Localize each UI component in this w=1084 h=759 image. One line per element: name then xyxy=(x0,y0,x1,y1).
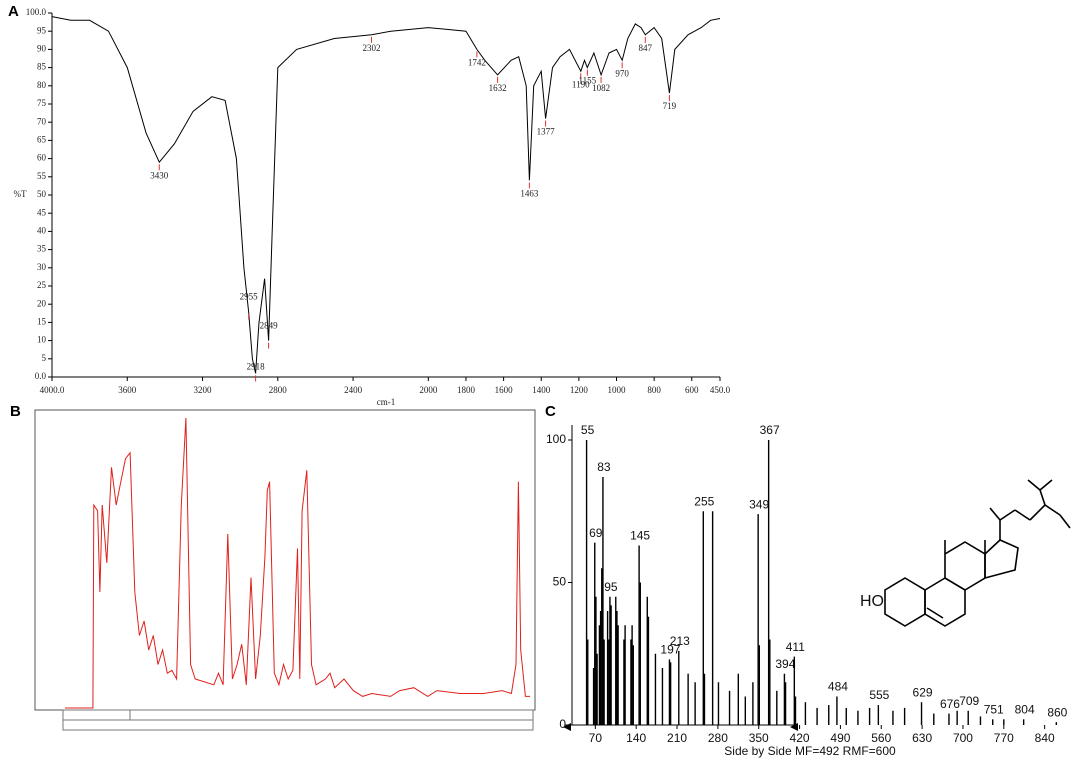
peak-label: 349 xyxy=(749,497,769,511)
peak-label: 1190 xyxy=(572,79,590,89)
x-tick-label: 420 xyxy=(790,731,810,745)
x-tick-label: 2400 xyxy=(344,385,363,395)
y-tick-label: 65 xyxy=(37,134,47,144)
peak-label: 69 xyxy=(589,526,603,540)
peak-label: 676 xyxy=(940,697,960,711)
peak-label: 2302 xyxy=(363,43,381,53)
peak-label: 555 xyxy=(869,688,889,702)
peak-label: 55 xyxy=(581,423,595,437)
peak-label: 213 xyxy=(670,634,690,648)
y-tick-label: 0 xyxy=(559,717,566,731)
x-tick-label: 770 xyxy=(994,731,1014,745)
peak-label: 719 xyxy=(663,101,677,111)
y-tick-label: 100 xyxy=(546,432,566,446)
x-tick-label: 1600 xyxy=(495,385,514,395)
peak-label: 145 xyxy=(630,529,650,543)
peak-label: 2918 xyxy=(247,361,266,371)
peak-label: 860 xyxy=(1047,705,1067,719)
y-tick-label: 25 xyxy=(37,280,47,290)
x-tick-label: 800 xyxy=(647,385,661,395)
x-tick-label: 350 xyxy=(749,731,769,745)
y-tick-label: 30 xyxy=(37,262,47,272)
x-tick-label: 3600 xyxy=(118,385,137,395)
y-tick-label: 90 xyxy=(37,43,47,53)
y-tick-label: 50 xyxy=(37,189,47,199)
peak-label: 1377 xyxy=(537,127,556,137)
peak-label: 95 xyxy=(604,580,618,594)
peak-label: 1742 xyxy=(468,57,486,67)
peak-label: 751 xyxy=(984,702,1004,716)
peak-label: 394 xyxy=(775,657,795,671)
peak-label: 2955 xyxy=(240,292,259,302)
structure xyxy=(884,479,1071,627)
panel-b-frame xyxy=(34,409,536,711)
y-tick-label: 35 xyxy=(37,244,47,254)
peak-label: 83 xyxy=(597,460,611,474)
x-tick-label: 840 xyxy=(1035,731,1055,745)
peak-label: 1463 xyxy=(520,189,539,199)
y-tick-label: 55 xyxy=(37,171,47,181)
peak-label: 804 xyxy=(1015,702,1035,716)
y-tick-label: 50 xyxy=(553,575,567,589)
x-tick-label: 630 xyxy=(912,731,932,745)
x-tick-label: 1000 xyxy=(608,385,627,395)
y-tick-label: 45 xyxy=(37,207,47,217)
y-tick-label: 100.0 xyxy=(26,7,47,17)
peak-label: 484 xyxy=(828,680,848,694)
peak-label: 2849 xyxy=(260,321,279,331)
x-tick-label: 2000 xyxy=(419,385,438,395)
x-tick-label: 600 xyxy=(685,385,699,395)
x-tick-label: 560 xyxy=(871,731,891,745)
x-tick-label: 1200 xyxy=(570,385,589,395)
peak-label: 629 xyxy=(913,685,933,699)
x-tick-label: 210 xyxy=(667,731,687,745)
peak-label: 367 xyxy=(760,423,780,437)
y-tick-label: 40 xyxy=(37,225,47,235)
x-tick-label: 2800 xyxy=(269,385,288,395)
y-tick-label: 70 xyxy=(37,116,47,126)
peak-label: 197 xyxy=(660,643,680,657)
panel-label: C xyxy=(545,403,556,420)
structure-label: HO xyxy=(860,593,884,610)
x-tick-label: 450.0 xyxy=(710,385,731,395)
x-tick-label: 1800 xyxy=(457,385,476,395)
y-tick-label: 80 xyxy=(37,80,47,90)
peak-label: 970 xyxy=(615,68,629,78)
y-tick-label: 15 xyxy=(37,316,47,326)
x-tick-label: 140 xyxy=(626,731,646,745)
y-tick-label: 5 xyxy=(42,353,47,363)
x-tick-label: 3200 xyxy=(194,385,213,395)
panel-label: A xyxy=(8,3,19,20)
y-tick-label: 95 xyxy=(37,25,47,35)
y-tick-label: 75 xyxy=(37,98,47,108)
y-tick-label: 0.0 xyxy=(35,371,47,381)
peak-label: 709 xyxy=(959,694,979,708)
line xyxy=(65,417,530,709)
x-tick-label: 4000.0 xyxy=(40,385,65,395)
x-tick-label: 700 xyxy=(953,731,973,745)
y-axis-label: %T xyxy=(14,189,27,199)
x-axis-label: Side by Side MF=492 RMF=600 xyxy=(724,744,896,758)
peak-label: 847 xyxy=(639,43,653,53)
panel-label: B xyxy=(10,403,21,420)
y-tick-label: 10 xyxy=(37,335,47,345)
peak-label: 411 xyxy=(786,640,805,654)
x-axis-label: cm-1 xyxy=(377,397,396,407)
peak-label: 1082 xyxy=(592,83,610,93)
peak-label: 3430 xyxy=(150,170,169,180)
peak-label: 255 xyxy=(694,494,714,508)
line xyxy=(51,16,721,374)
y-tick-label: 60 xyxy=(37,153,47,163)
y-tick-label: 20 xyxy=(37,298,47,308)
peak-label: 1632 xyxy=(489,83,507,93)
x-tick-label: 1400 xyxy=(532,385,551,395)
x-tick-label: 490 xyxy=(830,731,850,745)
y-tick-label: 85 xyxy=(37,62,47,72)
x-tick-label: 70 xyxy=(589,731,603,745)
x-tick-label: 280 xyxy=(708,731,728,745)
peak-label: 1155 xyxy=(579,76,597,86)
